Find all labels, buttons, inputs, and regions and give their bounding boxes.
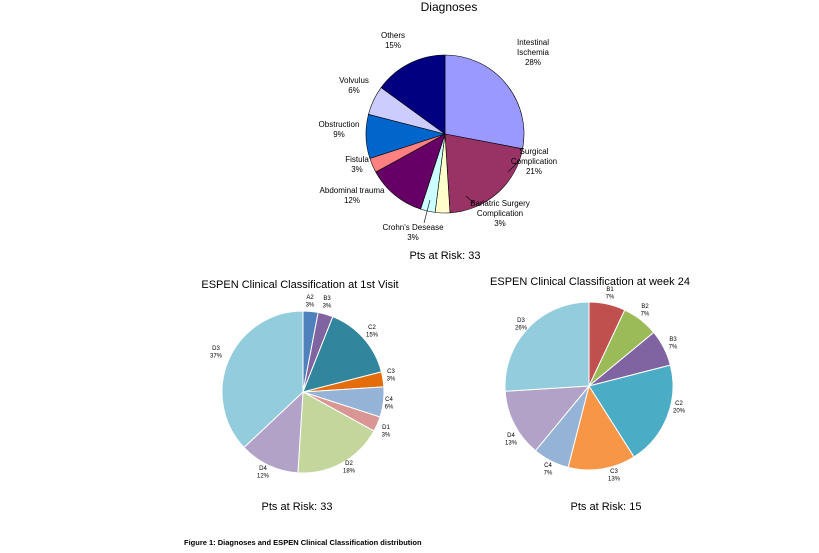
- slice-label-d4: D4 13%: [505, 433, 518, 447]
- figure-caption: Figure 1: Diagnoses and ESPEN Clinical C…: [184, 538, 422, 547]
- slice-label-a2: A2 3%: [306, 295, 315, 309]
- slice-label-c2: C2 20%: [673, 401, 686, 415]
- slice-label-surgical-complication: Surgical Complication 21%: [511, 147, 557, 176]
- slice-label-b1: B1 7%: [606, 287, 615, 301]
- slice-label-bariatric-surgery-complication: Bariatric Surgery Complication 3%: [470, 199, 530, 228]
- pie-slice-abdominal-trauma: [375, 133, 446, 210]
- pie-slice-intestinal-ischemia: [444, 54, 525, 150]
- pie-slice-d2: [297, 391, 375, 474]
- slice-label-intestinal-ischemia: Intestinal Ischemia 28%: [517, 38, 550, 67]
- leader-line-bariatric-surgery-complication: [465, 195, 475, 204]
- espen-week24-pie-chart: B1 7% B2 7% B3 7% C2 20% C3 13% C4 7% D4 13% D3 26%: [504, 287, 686, 483]
- slice-label-c4: C4 7%: [544, 463, 553, 477]
- leader-line-crohn-s-desease: [423, 199, 431, 224]
- pie-slice-surgical-complication: [444, 133, 523, 214]
- espen-week24-title: ESPEN Clinical Classification at week 24: [490, 276, 690, 288]
- pie-slice-d4: [504, 385, 591, 452]
- slice-label-d3: D3 26%: [515, 318, 528, 332]
- diagnoses-title: Diagnoses: [421, 0, 478, 14]
- espen-week24-footer: Pts at Risk: 15: [571, 501, 642, 513]
- espen-1st-visit-footer: Pts at Risk: 33: [262, 501, 333, 513]
- diagnoses-pie-chart: Intestinal Ischemia 28% Surgical Complicatio…: [319, 31, 558, 242]
- espen-1st-visit-pie-chart: A2 3% B3 3% C2 15% C3 3% C4 6% D1 3% D2 18% D4 12% D3 37%: [210, 295, 396, 480]
- slice-label-b3: B3 7%: [669, 337, 678, 351]
- leader-line-surgical-complication: [507, 159, 521, 173]
- pie-slice-d4: [243, 390, 304, 474]
- slice-label-others: Others 15%: [381, 31, 405, 50]
- slice-label-abdominal-trauma: Abdominal trauma 12%: [320, 186, 385, 205]
- slice-label-d4: D4 12%: [257, 466, 270, 480]
- pie-slice-c3: [567, 384, 635, 471]
- slice-label-b3: B3 3%: [323, 296, 332, 310]
- slice-label-c2: C2 15%: [366, 325, 379, 339]
- pie-slice-d3: [504, 301, 590, 392]
- slice-label-d2: D2 18%: [343, 461, 356, 475]
- espen-1st-visit-title: ESPEN Clinical Classification at 1st Vis…: [201, 279, 398, 291]
- slice-label-crohn-s-desease: Crohn's Desease 3%: [382, 223, 444, 242]
- slice-label-volvulus: Volvulus 6%: [339, 76, 369, 95]
- pie-slice-c2: [302, 316, 383, 393]
- pie-slice-c2: [588, 364, 674, 458]
- slice-label-d3: D3 37%: [210, 346, 223, 360]
- slice-label-c3: C3 3%: [387, 369, 396, 383]
- slice-label-d1: D1 3%: [382, 425, 391, 439]
- slice-label-c4: C4 6%: [385, 397, 394, 411]
- slice-label-b2: B2 7%: [641, 304, 650, 318]
- slice-label-c3: C3 13%: [608, 469, 621, 483]
- pie-slice-d3: [221, 310, 304, 449]
- slice-label-obstruction: Obstruction 9%: [319, 120, 360, 139]
- pie-slice-others: [380, 54, 446, 135]
- slice-label-fistula: Fistula 3%: [345, 155, 369, 174]
- diagnoses-footer: Pts at Risk: 33: [410, 250, 481, 262]
